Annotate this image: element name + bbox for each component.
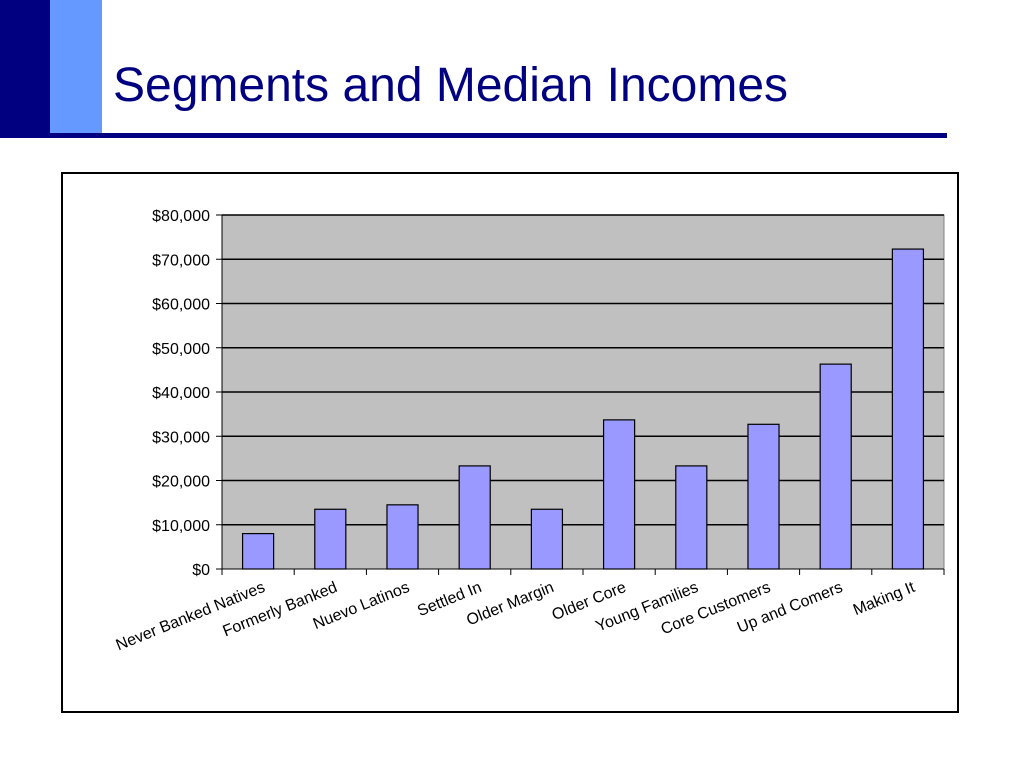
- bar-4: [530, 508, 564, 570]
- bar-7: [747, 423, 780, 570]
- bar-6: [675, 465, 708, 570]
- bar-1: [314, 508, 347, 570]
- y-tick-label: $20,000: [152, 474, 210, 491]
- accent-bar-dark: [0, 0, 50, 133]
- y-tick-label: $70,000: [152, 252, 210, 269]
- title-underline: [0, 133, 947, 138]
- chart-frame: $0 $10,000 $20,000 $30,000 $40,000 $50,000 $60…: [61, 172, 959, 713]
- y-tick-label: $60,000: [152, 297, 210, 314]
- bar-9: [891, 248, 925, 570]
- y-tick-label: $30,000: [152, 429, 210, 446]
- y-tick-label: $80,000: [152, 208, 210, 225]
- slide-title: Segments and Median Incomes: [113, 59, 789, 112]
- y-tick-label: $50,000: [152, 341, 210, 358]
- bar-8: [819, 363, 852, 570]
- y-tick-label: $0: [192, 562, 210, 579]
- bar-chart: $0 $10,000 $20,000 $30,000 $40,000 $50,000 $60…: [114, 208, 945, 654]
- y-tick-label: $40,000: [152, 385, 210, 402]
- bar-2: [386, 504, 419, 570]
- bar-0: [241, 533, 275, 570]
- accent-bar-light: [50, 0, 102, 133]
- bar-5: [602, 419, 636, 570]
- x-tick-label: Making It: [851, 579, 918, 619]
- bar-3: [458, 465, 491, 570]
- y-tick-label: $10,000: [152, 518, 210, 535]
